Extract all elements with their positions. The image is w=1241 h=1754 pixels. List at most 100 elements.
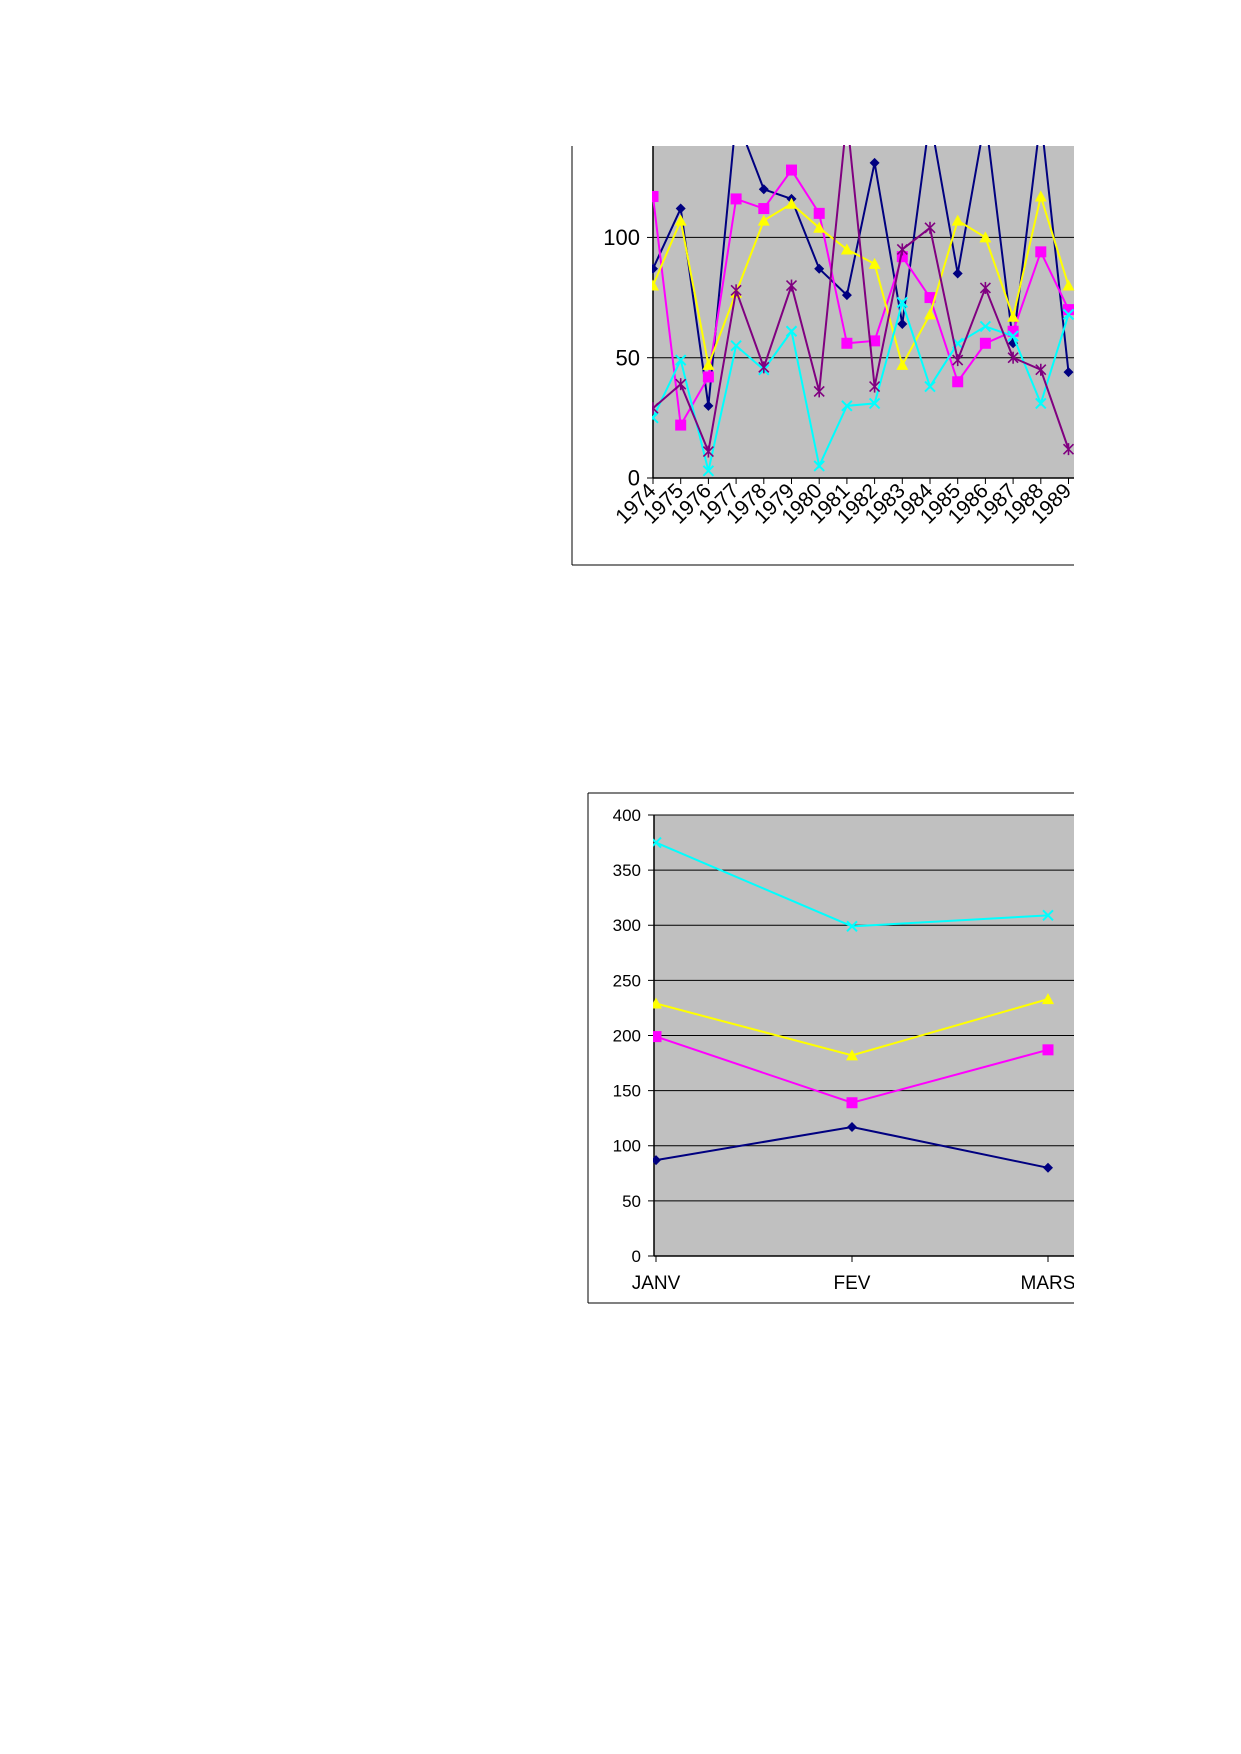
data-point [653,836,662,849]
data-point [652,279,659,291]
y-tick-label: 50 [616,345,640,370]
y-tick-label: 250 [613,971,641,990]
x-tick-label: 19 [1071,479,1104,512]
data-point [1063,304,1074,316]
data-point [1043,1162,1053,1173]
gridlines: 0 50 100 [603,225,1074,491]
data-point [952,268,963,279]
data-point [702,445,714,458]
data-point [652,263,658,274]
series-line [652,145,1070,456]
data-point [925,112,935,122]
data-point [1035,363,1047,376]
data-point [869,380,881,393]
data-point [979,231,992,243]
data-point [924,308,936,320]
data-point [813,460,825,472]
data-point [1007,310,1020,322]
data-point [674,214,687,226]
series-group [653,836,1054,1173]
data-point [653,1155,661,1166]
y-tick-label: 350 [613,861,641,880]
y-tick-label: 300 [613,916,641,935]
data-point [1062,443,1075,456]
data-point [1062,308,1075,321]
x-categories: JANV FEV MARS [632,1256,1076,1294]
series-line [652,298,1070,472]
y-tick-label: 50 [622,1192,641,1211]
series-line [652,145,1070,406]
gridlines: 0 50 100 150 200 250 300 350 400 [613,806,1074,1266]
data-point [846,1049,858,1061]
data-point [731,112,741,122]
data-point [846,920,858,933]
data-point [785,197,798,209]
series-5 [652,111,1075,458]
data-point [980,112,990,122]
data-point [652,402,659,415]
data-point [952,354,964,367]
data-point [652,191,659,203]
data-point [1062,279,1075,291]
data-point [1035,397,1047,410]
data-point [841,400,853,412]
data-point [1042,993,1054,1005]
data-point [979,320,992,333]
x-tick-label: FEV [834,1273,871,1294]
data-point [841,290,852,301]
data-point [896,251,908,263]
data-point [785,325,798,337]
chart-frame [571,146,1074,566]
data-point [868,397,881,410]
data-point [1034,190,1047,202]
data-point [868,257,881,269]
data-point [840,243,853,255]
data-point [653,997,662,1009]
data-point [924,380,936,393]
data-point [896,358,909,370]
data-point [1042,909,1054,922]
data-point [758,361,770,374]
data-point [730,339,742,352]
data-point [785,279,798,292]
x-tick-label: MARS [1021,1273,1076,1294]
data-point [653,1031,662,1043]
data-point [952,376,964,388]
data-point [675,203,686,214]
series-4 [653,1122,1053,1173]
data-point [813,221,826,233]
data-point [1063,367,1074,378]
y-tick-label: 400 [613,806,641,825]
data-point [758,184,769,195]
data-point [924,221,936,234]
data-point [1007,351,1019,364]
data-point [757,214,770,226]
y-tick-label: 100 [613,1137,641,1156]
chart-1: 0 50 100 1974197519761977197819791980198119… [571,111,1104,566]
data-point [1042,1044,1054,1056]
data-point [703,400,714,411]
chart-frame [587,792,1074,1304]
series-1 [653,836,1054,933]
data-point [702,371,714,383]
data-point [951,214,964,226]
series-group [652,111,1075,477]
data-point [758,203,770,215]
data-point [786,164,797,176]
data-point [1036,112,1046,122]
y-tick-label: 0 [632,1247,641,1266]
data-point [842,111,852,123]
chart-2: 0 50 100 150 200 250 300 350 400 JANV FEV MARS [587,792,1076,1304]
data-point [675,419,687,431]
series-2 [652,164,1074,431]
y-tick-label: 150 [613,1082,641,1101]
data-point [730,284,742,297]
data-point [1035,246,1047,258]
data-point [847,1122,857,1133]
data-point [813,207,825,219]
x-tick-label: JANV [632,1273,681,1294]
data-point [813,385,825,398]
data-point [702,465,715,477]
data-point [675,378,687,391]
series-1 [652,112,1074,411]
